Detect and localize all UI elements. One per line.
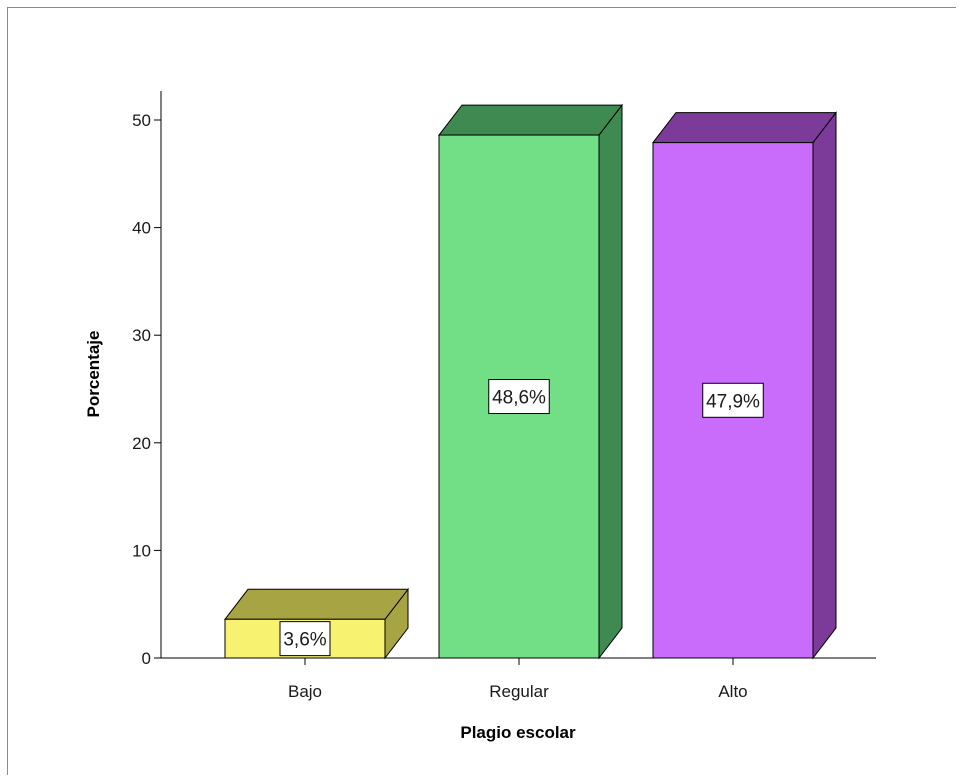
- x-tick-label: Bajo: [288, 682, 322, 701]
- chart-frame: [7, 7, 956, 775]
- bar-top-face: [437, 104, 624, 136]
- data-label: 47,9%: [702, 382, 764, 418]
- x-axis-title: Plagio escolar: [460, 723, 576, 742]
- y-tick-label: 50: [132, 111, 151, 130]
- y-tick-label: 20: [132, 434, 151, 453]
- y-tick-label: 10: [132, 541, 151, 560]
- data-label-box: [702, 382, 764, 418]
- data-label: 48,6%: [488, 379, 550, 415]
- y-tick-label: 0: [142, 649, 151, 668]
- y-tick-label: 30: [132, 326, 151, 345]
- bar-top-face: [223, 588, 410, 620]
- data-label-text: 48,6%: [492, 388, 546, 409]
- data-label-box: [488, 379, 550, 415]
- bar-top-face: [651, 112, 838, 144]
- bar-side-face: [812, 111, 837, 660]
- data-label-box: [279, 621, 331, 657]
- bar-side-face: [598, 103, 623, 660]
- data-label-text: 47,9%: [706, 391, 760, 412]
- data-labels-layer: 3,6% 48,6% 47,9%: [279, 379, 764, 657]
- data-label: 3,6%: [279, 621, 331, 657]
- x-tick-label: Alto: [718, 682, 747, 701]
- x-tick-label: Regular: [489, 682, 549, 701]
- y-axis-title: Porcentaje: [84, 331, 103, 418]
- data-label-text: 3,6%: [283, 630, 326, 651]
- y-tick-label: 40: [132, 219, 151, 238]
- x-ticks-layer: Bajo Regular Alto: [288, 658, 748, 701]
- y-ticks-layer: 0 10 20 30 40 50: [132, 111, 161, 668]
